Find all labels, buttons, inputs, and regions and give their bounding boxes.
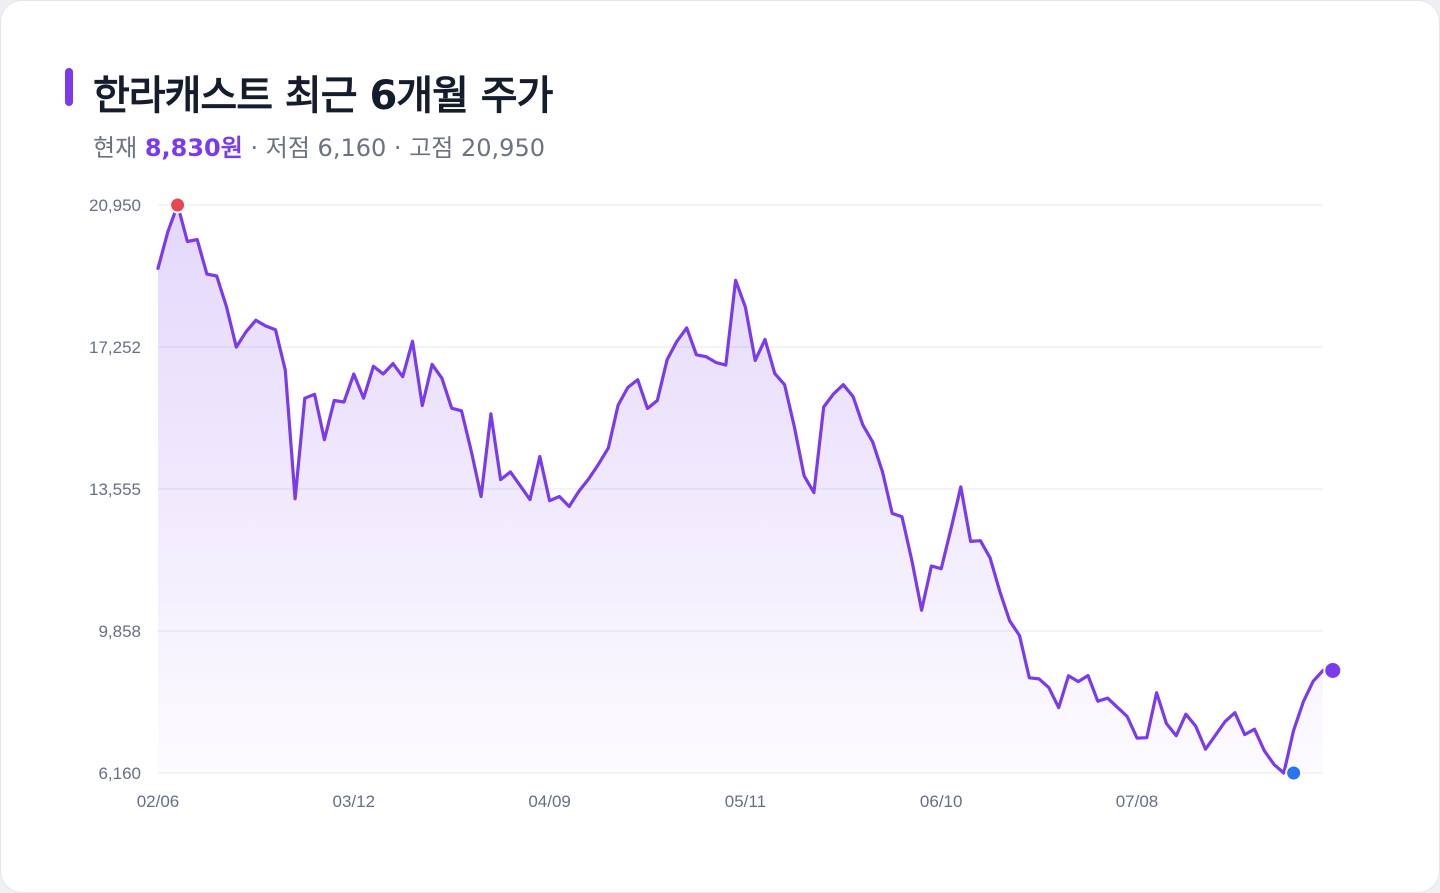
- low-label: 저점: [265, 134, 310, 162]
- current-marker: [1323, 660, 1343, 680]
- y-tick-label: 17,252: [89, 338, 141, 357]
- current-label: 현재: [93, 134, 138, 162]
- x-tick-label: 05/11: [725, 792, 766, 811]
- x-axis: 02/06 03/12 04/09 05/11 06/10 07/08: [137, 792, 1159, 811]
- price-markers: [169, 196, 1343, 782]
- high-label: 고점: [409, 134, 454, 162]
- title-accent-bar: [65, 68, 73, 106]
- price-summary: 현재 8,830원 · 저점 6,160 · 고점 20,950: [93, 128, 545, 163]
- x-tick-label: 02/06: [137, 792, 180, 811]
- current-price: 8,830원: [144, 134, 243, 162]
- low-price: 6,160: [317, 134, 387, 162]
- x-tick-label: 03/12: [333, 792, 376, 811]
- y-tick-label: 6,160: [98, 764, 141, 783]
- separator: ·: [250, 134, 259, 162]
- price-line: [156, 203, 1325, 775]
- y-tick-label: 9,858: [98, 622, 141, 641]
- x-tick-label: 06/10: [920, 792, 963, 811]
- y-tick-label: 20,950: [89, 196, 141, 215]
- high-marker: [169, 196, 187, 214]
- price-area: [158, 205, 1323, 773]
- chart-title: 한라캐스트 최근 6개월 주가: [93, 73, 553, 119]
- separator: ·: [393, 134, 402, 162]
- x-tick-label: 04/09: [528, 792, 571, 811]
- high-price: 20,950: [461, 134, 545, 162]
- y-axis: 6,160 9,858 13,555 17,252 20,950: [89, 196, 141, 783]
- x-tick-label: 07/08: [1116, 792, 1159, 811]
- low-marker: [1285, 764, 1303, 782]
- y-tick-label: 13,555: [89, 480, 141, 499]
